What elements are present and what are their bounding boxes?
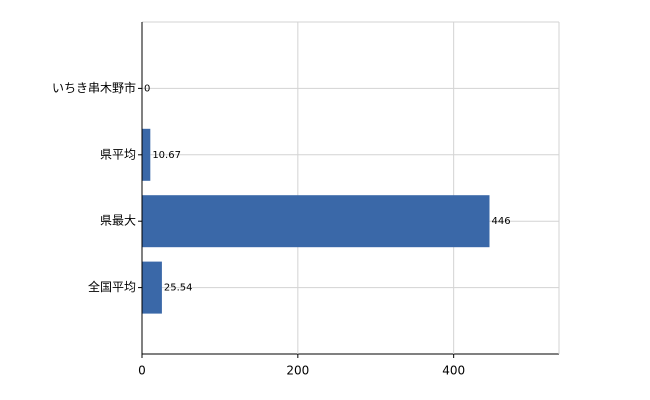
x-tick-label: 200 xyxy=(286,364,309,378)
y-tick-label: 全国平均 xyxy=(88,279,136,294)
y-tick-label: いちき串木野市 xyxy=(52,80,136,95)
x-tick-label: 0 xyxy=(138,364,146,378)
y-tick-label: 県最大 xyxy=(100,214,136,228)
bar xyxy=(142,128,151,181)
value-label: 10.67 xyxy=(152,150,181,161)
bar xyxy=(142,261,162,314)
value-label: 0 xyxy=(144,83,150,94)
value-label: 25.54 xyxy=(164,283,193,294)
y-tick-label: 県平均 xyxy=(100,147,136,161)
bar xyxy=(142,195,490,248)
value-label: 446 xyxy=(492,216,511,227)
x-tick-label: 400 xyxy=(442,364,465,378)
